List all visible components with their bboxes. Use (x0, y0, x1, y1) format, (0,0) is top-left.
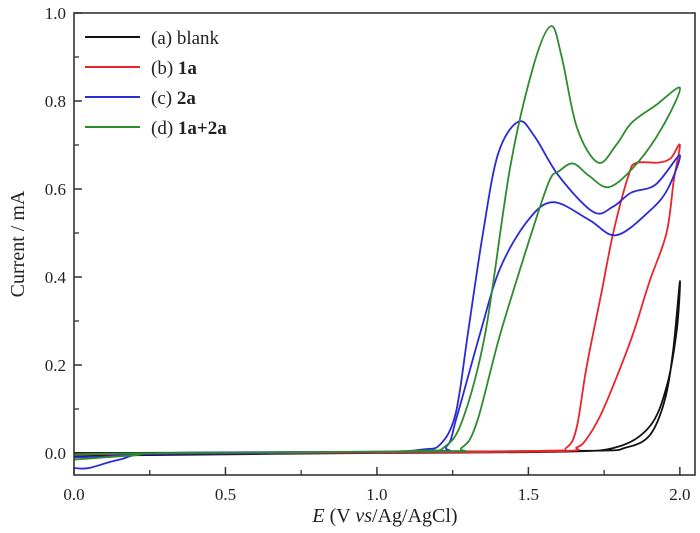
y-tick-label: 0.4 (45, 268, 67, 287)
legend-label: (d) 1a+2a (151, 118, 227, 139)
y-axis-title: Current / mA (7, 190, 29, 297)
legend: (a) blank (b) 1a (c) 2a (d) 1a+2a (85, 28, 227, 139)
legend-label: (b) 1a (151, 58, 197, 79)
curves (73, 25, 682, 470)
series-curve-2 (73, 143, 681, 456)
plot-frame (73, 12, 696, 476)
y-tick-label: 0.0 (45, 444, 66, 463)
axis-ticks: 0.0 0.5 1.0 1.5 2.0 0.0 0.2 0.4 0.6 0.8 1.0 (45, 4, 691, 504)
x-tick-label: 2.0 (669, 485, 690, 504)
x-tick-label: 1.0 (366, 485, 387, 504)
y-tick-label: 1.0 (45, 4, 66, 23)
series-curve-3 (73, 120, 682, 470)
x-tick-label: 0.0 (63, 485, 84, 504)
x-tick-label: 0.5 (215, 485, 236, 504)
legend-label: (c) 2a (151, 88, 196, 109)
y-tick-label: 0.8 (45, 92, 66, 111)
y-tick-label: 0.6 (45, 180, 66, 199)
legend-label: (a) blank (151, 28, 220, 49)
series-curve-1 (73, 280, 681, 458)
x-tick-label: 1.5 (518, 485, 539, 504)
x-axis-title: E (V vs/Ag/AgCl) (311, 505, 457, 527)
series-curve-4 (73, 25, 681, 461)
y-tick-label: 0.2 (45, 356, 66, 375)
